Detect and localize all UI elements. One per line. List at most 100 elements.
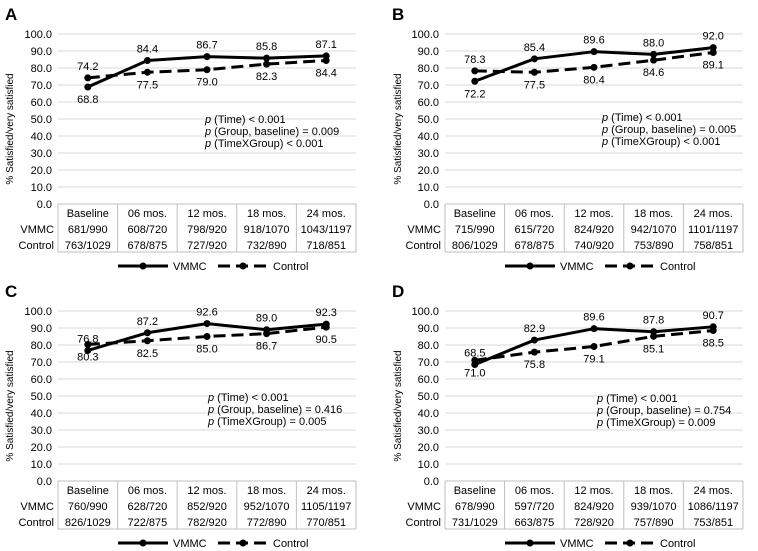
stat-text: (Time) < 0.001: [603, 393, 677, 405]
legend-marker-vmmc: [526, 539, 534, 547]
y-tick-label: 80.0: [418, 340, 439, 352]
data-label-vmmc: 92.3: [315, 307, 336, 319]
x-category-label: 06 mos.: [515, 208, 554, 220]
table-row-label: VMMC: [20, 501, 54, 513]
data-point-control: [590, 63, 598, 71]
stat-text: (Group, baseline) = 0.754: [603, 405, 731, 417]
series-line-control: [474, 329, 714, 362]
stat-annotation: p (Time) < 0.001: [207, 392, 289, 404]
stat-p-symbol: p: [207, 404, 214, 416]
stat-p-symbol: p: [207, 392, 214, 404]
data-point-vmmc: [590, 48, 598, 56]
x-category-label: 24 mos.: [307, 485, 346, 497]
data-point-vmmc: [709, 323, 717, 331]
panel-letter: D: [392, 282, 404, 301]
table-row-label: VMMC: [407, 224, 441, 236]
table-cell: 681/990: [68, 224, 108, 236]
y-tick-label: 20.0: [31, 165, 52, 177]
legend: VMMC Control: [505, 261, 695, 273]
table-cell: 806/1029: [452, 240, 498, 252]
stat-p-symbol: p: [204, 138, 211, 150]
data-label-vmmc: 85.8: [256, 41, 277, 53]
data-point-vmmc: [471, 77, 479, 85]
legend-label-vmmc: VMMC: [560, 538, 594, 550]
stat-p-symbol: p: [601, 124, 608, 136]
y-tick-label: 60.0: [418, 374, 439, 386]
stat-text: (Time) < 0.001: [608, 112, 682, 124]
data-point-control: [84, 74, 92, 82]
y-tick-label: 80.0: [418, 63, 439, 75]
y-tick-label: 60.0: [31, 374, 52, 386]
table-cell: 1101/1197: [688, 224, 738, 236]
table-cell: 722/875: [128, 517, 168, 529]
table-cell: 740/920: [574, 240, 614, 252]
data-label-control: 84.6: [643, 67, 664, 79]
table-cell: 760/990: [68, 501, 108, 513]
panel-letter: B: [392, 5, 404, 24]
stat-annotation: p (Group, baseline) = 0.754: [596, 405, 731, 417]
stat-annotation: p (Group, baseline) = 0.416: [207, 404, 342, 416]
data-point-control: [471, 67, 479, 75]
stat-annotation: p (TimeXGroup) = 0.009: [596, 417, 716, 429]
y-tick-label: 90.0: [31, 323, 52, 335]
y-tick-label: 30.0: [418, 425, 439, 437]
x-category-label: 18 mos.: [247, 208, 286, 220]
table-cell: 753/890: [634, 240, 674, 252]
y-tick-label: 0.0: [37, 476, 52, 488]
table-cell: 798/920: [187, 224, 227, 236]
data-label-vmmc: 87.2: [137, 316, 158, 328]
legend-label-vmmc: VMMC: [560, 261, 594, 273]
x-category-label: 12 mos.: [187, 208, 226, 220]
legend-marker-control: [239, 539, 247, 547]
legend-marker-control: [239, 262, 247, 270]
y-tick-label: 40.0: [418, 131, 439, 143]
y-tick-label: 90.0: [31, 46, 52, 58]
data-point-control: [84, 340, 92, 348]
y-tick-label: 70.0: [31, 357, 52, 369]
data-label-vmmc: 87.8: [643, 315, 664, 327]
data-point-control: [590, 343, 598, 351]
y-tick-label: 50.0: [31, 391, 52, 403]
stat-annotation: p (Time) < 0.001: [204, 114, 286, 126]
panel-letter: A: [5, 5, 17, 24]
data-point-control: [650, 56, 658, 64]
stat-text: (TimeXGroup) = 0.005: [214, 416, 326, 428]
data-label-control: 82.5: [137, 348, 158, 360]
data-label-vmmc: 76.8: [77, 333, 98, 345]
data-label-control: 77.5: [524, 79, 545, 91]
data-point-vmmc: [203, 320, 211, 328]
table-row-label: Control: [406, 240, 441, 252]
data-point-vmmc: [709, 44, 717, 52]
y-tick-label: 0.0: [424, 476, 439, 488]
stat-annotation: p (TimeXGroup) < 0.001: [601, 136, 721, 148]
stat-text: (TimeXGroup) < 0.001: [211, 138, 323, 150]
table-cell: 753/851: [693, 517, 733, 529]
legend-label-control: Control: [660, 261, 695, 273]
legend-label-control: Control: [273, 538, 308, 550]
y-tick-label: 90.0: [418, 46, 439, 58]
chart-panel-d: D 0.0 10.0 20.0 30.0 40.0 50.0 60.0 70.0 80.0 90.0…: [392, 282, 744, 550]
stat-annotation: p (Group, baseline) = 0.009: [204, 126, 339, 138]
x-category-label: 06 mos.: [515, 485, 554, 497]
stat-text: (Group, baseline) = 0.005: [608, 124, 736, 136]
table-row-label: Control: [19, 240, 54, 252]
y-tick-label: 60.0: [418, 97, 439, 109]
stat-annotation: p (Time) < 0.001: [596, 393, 678, 405]
stat-text: (Group, baseline) = 0.416: [214, 404, 342, 416]
data-label-vmmc: 87.1: [315, 39, 336, 51]
table-cell: 824/920: [574, 501, 614, 513]
data-point-vmmc: [530, 336, 538, 344]
y-axis-label: % Satisfied/very satisfied: [393, 350, 404, 461]
y-tick-label: 20.0: [31, 442, 52, 454]
stat-text: (TimeXGroup) < 0.001: [608, 136, 720, 148]
data-label-vmmc: 92.6: [196, 307, 217, 319]
table-cell: 758/851: [693, 240, 733, 252]
data-point-vmmc: [84, 346, 92, 354]
legend: VMMC Control: [118, 261, 308, 273]
stat-annotation: p (Group, baseline) = 0.005: [601, 124, 736, 136]
y-tick-label: 30.0: [31, 148, 52, 160]
y-tick-label: 0.0: [37, 199, 52, 211]
table-cell: 1086/1197: [688, 501, 739, 513]
data-label-vmmc: 84.4: [137, 44, 158, 56]
